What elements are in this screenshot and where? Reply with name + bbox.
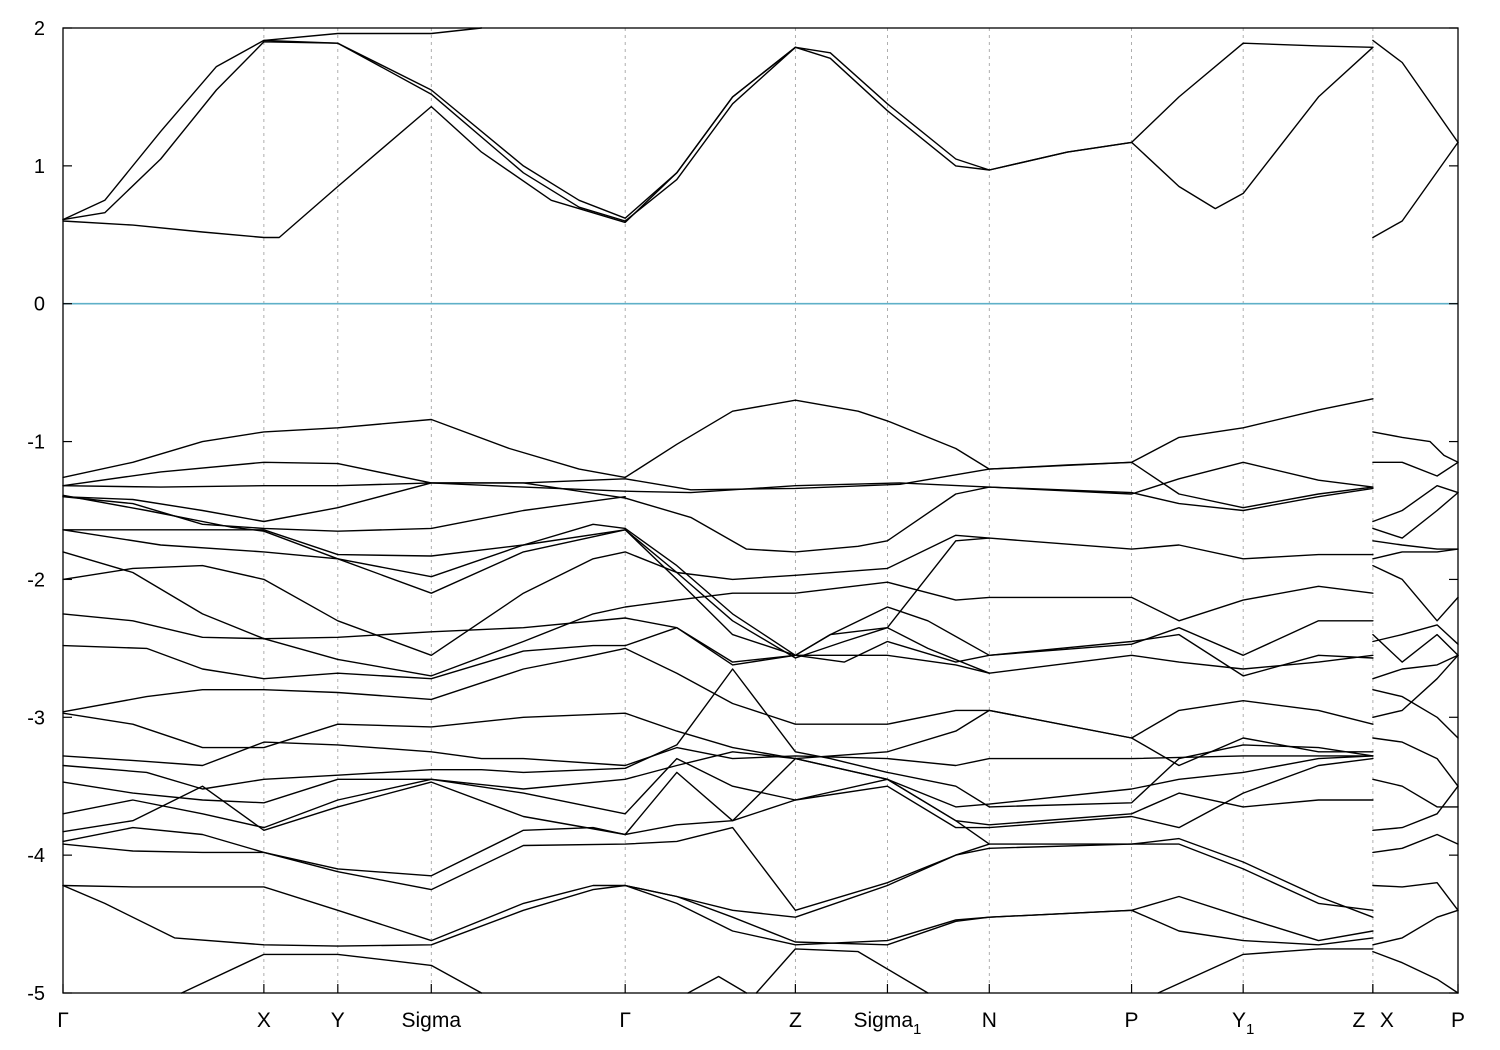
kpoint-label: Γ	[619, 1009, 631, 1032]
band-line-45	[1372, 654, 1459, 718]
y-tick-label: 2	[34, 18, 45, 40]
band-line-30	[180, 953, 483, 994]
band-line-40	[1372, 564, 1459, 622]
kpoint-label: N	[982, 1009, 997, 1032]
band-layer	[62, 27, 1459, 994]
band-line-29	[624, 884, 1374, 946]
band-line-6	[62, 398, 1374, 479]
band-line-38	[1372, 548, 1459, 560]
x-axis: Γ X Y Sigma Γ Z Sigma1 N P Y1 Z X P	[57, 984, 1465, 1038]
plot-frame	[62, 27, 1459, 994]
band-line-35	[1372, 461, 1459, 477]
band-line-11	[62, 494, 1374, 663]
band-line-9	[62, 482, 1374, 553]
band-line-0	[62, 39, 1374, 221]
y-tick-label: -5	[27, 983, 45, 1005]
band-line-15	[62, 534, 990, 656]
band-line-52	[1372, 950, 1459, 994]
band-line-34	[1372, 431, 1459, 463]
band-line-10	[62, 496, 626, 532]
band-line-33	[1157, 948, 1374, 994]
band-line-19	[62, 709, 1374, 767]
band-line-43	[1372, 654, 1459, 680]
band-line-16	[62, 581, 1374, 677]
band-line-44	[1372, 689, 1459, 739]
band-line-36	[1372, 485, 1459, 523]
band-line-46	[1372, 737, 1459, 787]
band-line-37	[1372, 491, 1459, 539]
band-line-18	[62, 647, 1374, 739]
band-line-41	[1372, 624, 1459, 645]
band-line-50	[1372, 882, 1459, 911]
band-line-21	[62, 668, 1374, 808]
kpoint-label: X	[257, 1009, 271, 1032]
band-line-3	[263, 27, 483, 42]
kpoint-label: X	[1380, 1009, 1394, 1032]
band-line-5	[1372, 141, 1459, 239]
kpoint-label: Z	[789, 1009, 802, 1032]
band-line-31	[687, 975, 748, 994]
y-axis: 2 1 0 -1 -2 -3 -4 -5	[27, 18, 1458, 1005]
band-line-32	[755, 948, 929, 994]
band-line-24	[62, 757, 1374, 836]
kpoint-label: P	[1451, 1009, 1465, 1032]
band-line-13	[62, 529, 1374, 659]
y-tick-label: -3	[27, 707, 45, 729]
band-line-22	[62, 751, 1374, 808]
band-line-2	[62, 46, 797, 239]
y-tick-label: -4	[27, 845, 45, 867]
kpoint-label: Y	[331, 1009, 345, 1032]
band-line-4	[1372, 39, 1459, 144]
band-line-47	[1372, 778, 1459, 808]
kpoint-label-subscript: 1	[1246, 1021, 1254, 1038]
band-line-1	[62, 41, 1374, 222]
kpoint-label: Γ	[57, 1009, 69, 1032]
band-line-17	[62, 606, 1374, 680]
y-tick-label: 0	[34, 294, 45, 316]
band-line-48	[1372, 785, 1459, 831]
band-line-14	[62, 551, 990, 674]
band-line-20	[62, 741, 1374, 767]
band-line-27	[62, 843, 990, 942]
kpoint-label: P	[1125, 1009, 1139, 1032]
band-line-51	[1372, 909, 1459, 946]
kpoint-label: Y1	[1232, 1009, 1254, 1038]
band-line-39	[1372, 540, 1459, 550]
kpoint-label-subscript: 1	[913, 1021, 921, 1038]
band-line-25	[62, 757, 1374, 918]
band-line-23	[62, 757, 1374, 829]
kpoint-label: Sigma1	[854, 1009, 922, 1038]
y-tick-label: -2	[27, 569, 45, 591]
band-line-28	[62, 884, 1374, 947]
band-line-49	[1372, 833, 1459, 854]
kpoint-label: Sigma	[402, 1009, 462, 1032]
band-line-8	[62, 461, 1374, 509]
y-tick-label: -1	[27, 432, 45, 454]
y-tick-label: 1	[34, 156, 45, 178]
kpoint-label: Z	[1352, 1009, 1365, 1032]
band-line-26	[62, 826, 1374, 911]
band-line-42	[1372, 633, 1459, 663]
